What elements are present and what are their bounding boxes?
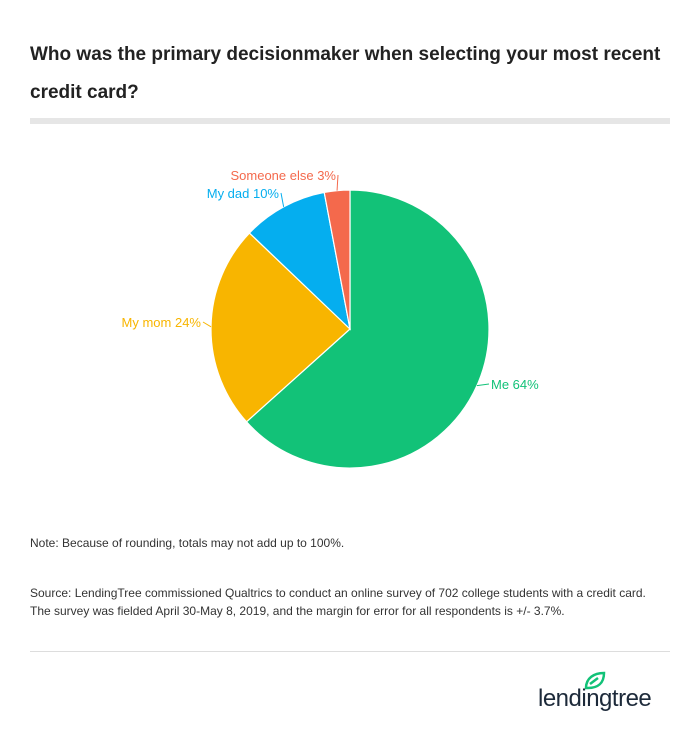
leader-line [202,321,212,328]
footer-divider [30,651,670,652]
leaf-icon [584,671,606,690]
pie-slice [323,189,351,330]
leader-line [336,174,339,191]
source-line-2: The survey was fielded April 30-May 8, 2… [30,604,565,618]
pie-slice [245,189,490,469]
svg-text:lendingtree: lendingtree [538,685,651,712]
slice-label: My mom 24% [122,315,202,330]
source-line-1: Source: LendingTree commissioned Qualtri… [30,586,646,600]
slice-label: Someone else 3% [230,168,336,183]
slice-label: Me 64% [491,377,539,392]
chart-title: Who was the primary decisionmaker when s… [30,44,661,103]
rounding-note: Note: Because of rounding, totals may no… [30,536,345,550]
source-text: Source: LendingTree commissioned Qualtri… [30,584,670,620]
title-divider [30,118,670,124]
leader-line [280,192,285,207]
pie-slice [210,232,351,423]
slice-label: My dad 10% [207,186,280,201]
lendingtree-logo: lendingtree [538,671,652,712]
pie-chart: Me 64% My mom 24% My dad 10% Someone else 3… [122,168,539,469]
leader-line [476,383,490,387]
pie-slice [248,191,351,331]
